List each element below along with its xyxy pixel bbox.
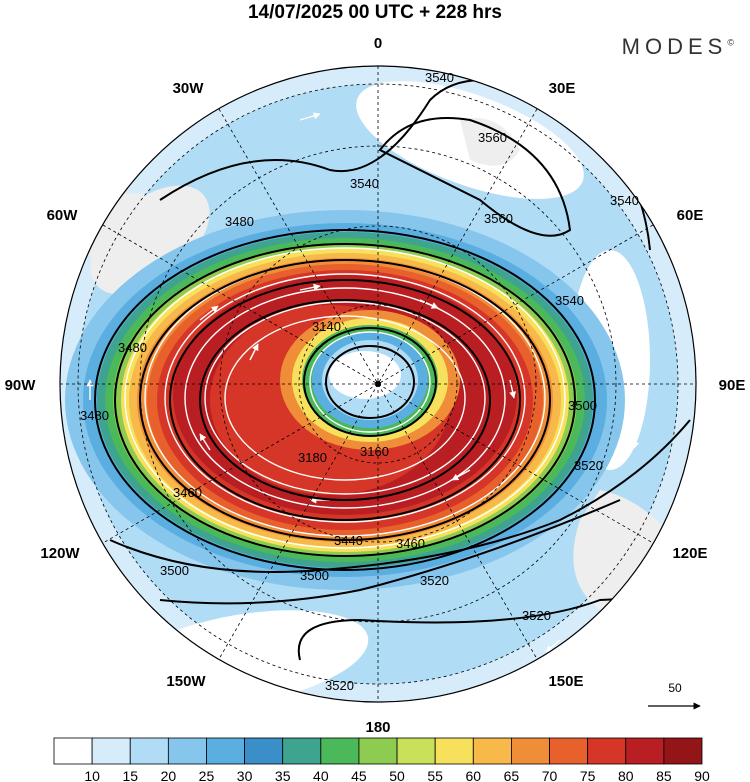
contour-label: 3520 (420, 573, 449, 588)
colorbar-tick-label: 65 (504, 768, 520, 782)
contour-label: 3480 (118, 340, 147, 355)
colorbar-swatch (511, 737, 550, 765)
contour-label: 3440 (334, 533, 363, 548)
colorbar-swatch (587, 737, 627, 765)
contour-label: 3560 (478, 130, 507, 145)
colorbar-tick-label: 80 (618, 768, 634, 782)
lon-label-90w: 90W (5, 377, 37, 394)
colorbar-swatch (549, 737, 589, 765)
colorbar-tick-label: 30 (237, 768, 253, 782)
colorbar-swatch (244, 737, 284, 765)
colorbar-tick-label: 45 (351, 768, 367, 782)
lon-label-60w: 60W (47, 207, 79, 224)
colorbar-swatch (320, 737, 360, 765)
map-border (59, 65, 697, 703)
colorbar-swatch (625, 737, 665, 765)
lon-label-30e: 30E (549, 80, 576, 97)
map-title: 14/07/2025 00 UTC + 228 hrs (247, 2, 503, 23)
colorbar: 10 15 20 25 30 35 40 45 50 55 60 65 70 75 80 85 90 (53, 737, 710, 782)
colorbar-tick-label: 40 (313, 768, 329, 782)
colorbar-swatch (167, 737, 207, 765)
colorbar-swatch (129, 737, 169, 765)
contour-label: 3500 (300, 568, 329, 583)
colorbar-tick-label: 20 (161, 768, 177, 782)
contour-label: 3480 (225, 214, 254, 229)
colorbar-swatch (91, 737, 131, 765)
lon-label-90e: 90E (719, 377, 746, 394)
colorbar-tick-label: 85 (656, 768, 672, 782)
lon-label-60e: 60E (677, 207, 704, 224)
colorbar-tick-label: 70 (542, 768, 558, 782)
contour-label: 3540 (425, 70, 454, 85)
colorbar-swatch (396, 737, 436, 765)
longitude-labels: 0 30E 60E 90E 120E 150E 180 150W 120W 90… (5, 35, 746, 736)
pole-marker (375, 381, 381, 387)
contour-label: 3140 (312, 319, 341, 334)
wind-vectors (86, 112, 641, 653)
lon-label-120e: 120E (672, 545, 707, 562)
contour-label: 3520 (574, 458, 603, 473)
lon-label-150e: 150E (548, 673, 583, 690)
colorbar-tick-label: 10 (84, 768, 100, 782)
colorbar-tick-label: 90 (694, 768, 710, 782)
lon-label-120w: 120W (40, 545, 80, 562)
colorbar-tick-label: 50 (389, 768, 405, 782)
contour-label: 3540 (350, 176, 379, 191)
contour-label: 3500 (568, 398, 597, 413)
colorbar-swatch (472, 737, 512, 765)
brand-logo: MODES© (621, 34, 734, 59)
contour-label: 3540 (610, 193, 639, 208)
colorbar-swatch (434, 737, 474, 765)
contour-label: 3540 (555, 293, 584, 308)
reference-vector: 50 (648, 681, 701, 710)
contour-label: 3460 (173, 485, 202, 500)
colorbar-swatch (282, 737, 322, 765)
contour-label: 3180 (298, 450, 327, 465)
lon-label-30w: 30W (173, 80, 205, 97)
colorbar-tick-label: 25 (199, 768, 215, 782)
contour-label: 3520 (325, 678, 354, 693)
colorbar-tick-label: 60 (466, 768, 482, 782)
colorbar-tick-label: 75 (580, 768, 596, 782)
contour-label: 3160 (360, 444, 389, 459)
colorbar-swatch (358, 737, 398, 765)
contour-labels: 3540 3560 3560 3540 3480 3540 3140 3540 … (80, 70, 639, 693)
contour-label: 3480 (80, 408, 109, 423)
contour-label: 3500 (160, 563, 189, 578)
colorbar-tick-label: 55 (427, 768, 443, 782)
lon-label-0: 0 (374, 35, 382, 52)
colorbar-tick-label: 35 (275, 768, 291, 782)
contour-label: 3560 (484, 211, 513, 226)
wind-speed-field (60, 66, 696, 702)
colorbar-swatch (663, 737, 703, 765)
colorbar-swatch (206, 737, 245, 765)
lon-label-180: 180 (365, 719, 390, 736)
contour-label: 3460 (396, 536, 425, 551)
lon-label-150w: 150W (166, 673, 206, 690)
reference-vector-value: 50 (668, 681, 682, 695)
colorbar-swatch (53, 737, 93, 765)
contour-label: 3520 (522, 608, 551, 623)
colorbar-tick-label: 15 (122, 768, 138, 782)
